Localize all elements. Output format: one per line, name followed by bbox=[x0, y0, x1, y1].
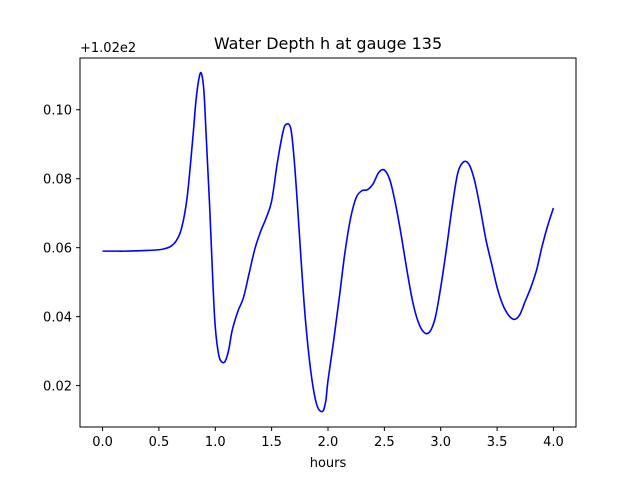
plot-area-frame bbox=[79, 57, 577, 428]
y-tick-label: 0.10 bbox=[43, 104, 72, 119]
y-tick-label: 0.02 bbox=[43, 380, 72, 395]
x-tick-label: 4.0 bbox=[543, 435, 564, 450]
y-axis-offset-label: +1.02e2 bbox=[80, 41, 136, 56]
x-tick-label: 3.5 bbox=[487, 435, 508, 450]
x-tick-label: 1.5 bbox=[261, 435, 282, 450]
x-axis-label: hours bbox=[310, 456, 347, 471]
chart-title: Water Depth h at gauge 135 bbox=[214, 34, 442, 53]
y-tick-label: 0.06 bbox=[43, 242, 72, 257]
x-tick-label: 0.5 bbox=[149, 435, 170, 450]
x-tick-label: 3.0 bbox=[430, 435, 451, 450]
plot-series bbox=[102, 71, 555, 413]
series-line bbox=[102, 71, 555, 413]
y-tick-label: 0.08 bbox=[43, 173, 72, 188]
x-tick-label: 2.0 bbox=[318, 435, 339, 450]
x-tick-label: 2.5 bbox=[374, 435, 395, 450]
y-tick-label: 0.04 bbox=[43, 311, 72, 326]
x-tick-label: 1.0 bbox=[205, 435, 226, 450]
x-tick-label: 0.0 bbox=[92, 435, 113, 450]
axis-ticks: 0.0 0.5 1.0 1.5 2.0 2.5 3.0 3.5 4.0 0.02 0.04 0.06 0… bbox=[43, 104, 564, 450]
